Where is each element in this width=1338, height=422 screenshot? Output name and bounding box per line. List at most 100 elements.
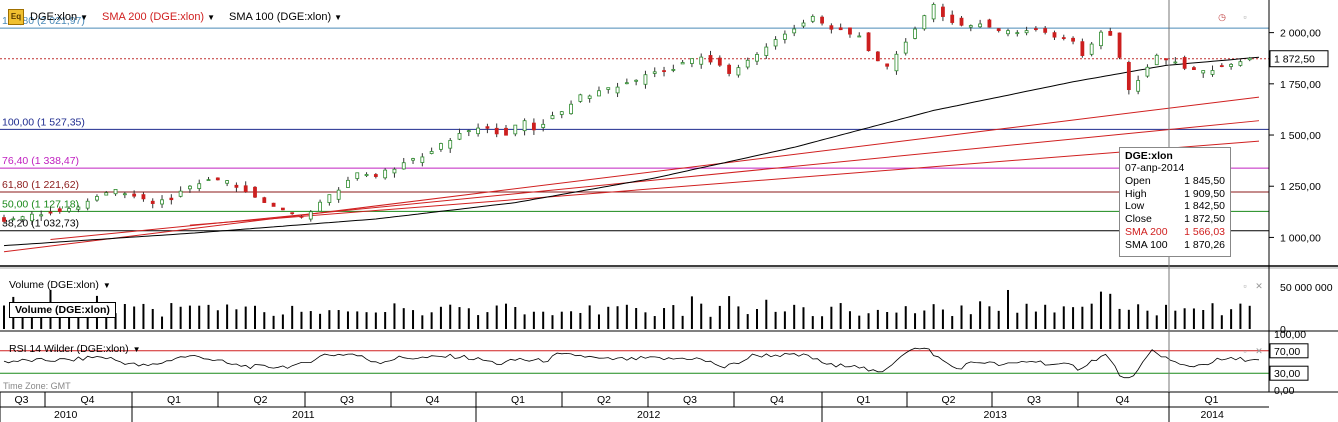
volume-pane-dropdown[interactable]: Volume (DGE:xlon) ▼ [9,279,111,291]
candle-body [838,27,843,31]
volume-bar [161,316,164,329]
volume-bar [1165,304,1168,329]
candle-body [978,23,983,28]
volume-bar [1053,312,1056,329]
symbol-dropdown[interactable]: DGE:xlon ▼ [30,11,88,23]
year-label: 2013 [984,409,1008,421]
volume-bar [932,304,935,329]
candle-body [615,86,620,94]
volume-bar [1202,310,1205,329]
candle-body [931,4,936,20]
pane-maximize-icon[interactable]: ▫ [1243,346,1247,356]
candle-body [1071,37,1075,42]
candle-body [550,115,555,120]
volume-bar [281,314,284,329]
tooltip-row: Open 1 845,50 [1125,175,1225,188]
data-tooltip: DGE:xlon 07-апр-2014 Open 1 845,50 High 1 9… [1119,147,1231,257]
pane-maximize-icon[interactable]: ▫ [1243,281,1247,291]
volume-bar [951,316,954,329]
volume-bar [1248,305,1251,329]
candle-body [531,122,536,131]
quarter-label: Q1 [511,394,525,406]
volume-bar [867,313,870,329]
sma200-dropdown[interactable]: SMA 200 (DGE:xlon) ▼ [102,11,215,23]
volume-bar [309,311,312,329]
candle [364,172,369,178]
sma100-label: SMA 100 (DGE:xlon) [229,11,332,23]
candle-body [941,6,945,17]
candle [922,14,927,31]
pane-close-icon[interactable]: ✕ [1255,281,1263,291]
candle-body [401,162,406,170]
volume-bar [1211,303,1214,329]
candle-body [197,183,202,189]
equity-icon[interactable]: Eq [8,9,24,25]
volume-bar [923,310,926,329]
candle-body [810,15,815,22]
volume-bar [21,311,24,329]
volume-bar [198,305,201,329]
candle-body [1061,37,1066,39]
volume-bar [1220,315,1223,329]
volume-tag: Volume (DGE:xlon) [9,302,116,318]
maximize-icon[interactable]: ▫ [1243,12,1247,22]
candle [708,50,713,65]
volume-bar [467,308,470,329]
volume-bar [1025,303,1028,329]
rsi-tick-box [1269,343,1309,359]
volume-bar [765,299,768,329]
candle [615,82,620,98]
volume-bar [1109,293,1112,329]
candle [717,55,722,67]
tooltip-row: Low 1 842,50 [1125,200,1225,213]
clock-icon[interactable]: ◷ [1218,12,1226,22]
candle [559,111,564,119]
candle [848,27,852,38]
candle-body [643,74,648,85]
pane-close-icon[interactable]: ✕ [1255,346,1263,356]
volume-bar [663,308,666,329]
candle-body [597,90,601,97]
volume-bar [588,305,591,329]
volume-bar [402,308,405,329]
candle-body [801,22,806,27]
candle [941,3,945,22]
candle [1238,58,1243,67]
candle [1061,34,1066,41]
candle-body [578,94,583,102]
candle [29,211,34,225]
year-label: 2010 [54,409,78,421]
volume-bar [1137,304,1140,329]
candle-body [1108,31,1113,36]
volume-bar [319,313,322,329]
candle [820,15,824,26]
candle-body [262,197,267,203]
candle-body [522,120,527,132]
volume-bar [365,312,368,329]
candle-body [1164,58,1168,61]
candle-body [1099,31,1103,47]
candle-body [85,200,90,209]
candle [439,142,443,152]
candle [987,18,992,28]
candle-body [708,55,713,63]
volume-bar [356,311,359,329]
candles[interactable] [2,2,1252,225]
candle [1219,63,1224,68]
rsi-pane-dropdown[interactable]: RSI 14 Wilder (DGE:xlon) ▼ [9,343,141,355]
candle [476,123,481,137]
candle-body [290,212,295,215]
candle [160,195,164,208]
fib-level-label: 38,20 (1 032,73) [2,218,79,230]
candle [1145,64,1150,78]
candle [885,63,890,70]
quarter-label: Q4 [1116,394,1130,406]
candle-body [253,186,257,198]
volume-bar [616,306,619,329]
sma100-dropdown[interactable]: SMA 100 (DGE:xlon) ▼ [229,11,342,23]
candle [448,137,453,153]
price-tick-label: 1 500,00 [1280,130,1321,142]
candle [215,177,220,181]
candle [959,16,964,27]
